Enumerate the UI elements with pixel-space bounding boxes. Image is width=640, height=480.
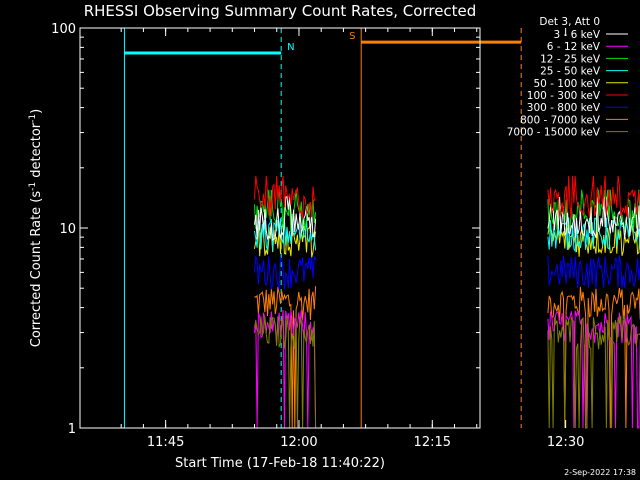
series-trace-0	[254, 196, 317, 242]
saa-label: S	[349, 31, 355, 42]
legend-label-7: 800 - 7000 keV	[520, 114, 601, 126]
series-trace-1	[547, 310, 640, 429]
series-100-300kev	[254, 175, 640, 219]
plot-area: NS11010011:4512:0012:1512:3012:4513:0013…	[51, 22, 640, 450]
x-tick-label-0: 11:45	[147, 435, 184, 450]
series-trace-0	[254, 175, 316, 219]
series-800-7000kev	[254, 286, 640, 429]
x-axis-label: Start Time (17-Feb-18 11:40:22)	[175, 456, 385, 471]
legend-label-1: 6 - 12 keV	[547, 41, 601, 53]
legend-label-0: 3 - 6 keV	[553, 29, 600, 41]
legend-label-5: 100 - 300 keV	[527, 90, 601, 102]
legend-label-4: 50 - 100 keV	[533, 78, 600, 90]
x-tick-label-2: 12:15	[414, 435, 451, 450]
series-trace-1	[547, 223, 640, 257]
series-trace-0	[254, 286, 317, 429]
series-trace-0	[254, 255, 317, 290]
x-tick-label-1: 12:00	[280, 435, 317, 450]
night-label: N	[287, 42, 294, 53]
series-trace-0	[254, 218, 317, 251]
series-7000-15000kev	[254, 315, 640, 429]
series-trace-1	[547, 255, 640, 289]
legend-label-2: 12 - 25 keV	[540, 53, 601, 65]
series-trace-1	[547, 175, 640, 219]
series-trace-1	[547, 286, 640, 429]
legend-label-6: 300 - 800 keV	[527, 102, 601, 114]
legend-header: Det 3, Att 0	[539, 16, 600, 28]
series-3-6kev	[254, 196, 640, 242]
generation-timestamp: 2-Sep-2022 17:38	[564, 468, 636, 477]
x-tick-label-3: 12:30	[547, 435, 584, 450]
y-tick-label-0: 1	[68, 422, 76, 437]
chart-title: RHESSI Observing Summary Count Rates, Co…	[84, 2, 477, 20]
y-axis-label: Corrected Count Rate (s-1 detector-1)	[28, 109, 44, 347]
series-6-12kev	[254, 309, 640, 429]
series-trace-1	[547, 196, 640, 239]
y-tick-label-1: 10	[59, 222, 76, 237]
y-tick-label-2: 100	[51, 22, 76, 37]
legend-label-8: 7000 - 15000 keV	[507, 127, 601, 139]
legend-label-3: 25 - 50 keV	[540, 66, 601, 78]
series-trace-1	[547, 315, 640, 429]
series-300-800kev	[254, 255, 640, 290]
series-trace-0	[254, 316, 317, 429]
